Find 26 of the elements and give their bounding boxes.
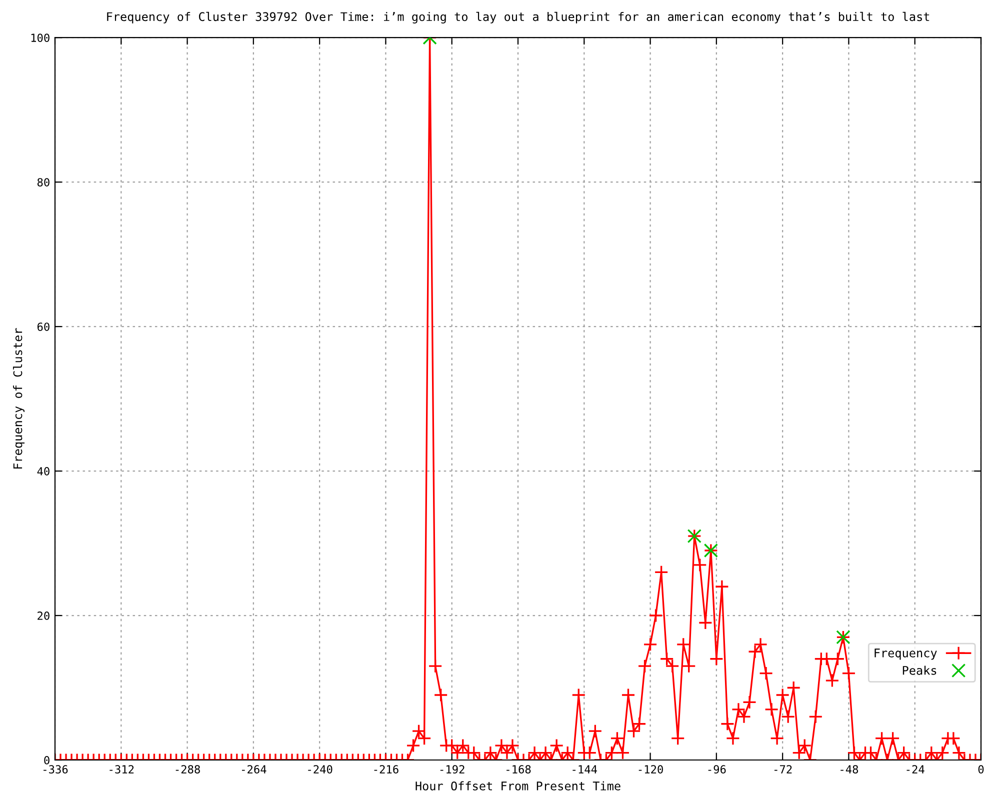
x-tick-label: -264 — [242, 765, 266, 774]
x-tick-label: -168 — [506, 765, 531, 774]
y-tick-label: 100 — [31, 34, 50, 42]
x-tick-label: -24 — [906, 765, 924, 774]
x-tick-label: -192 — [440, 765, 464, 774]
x-axis-title: Hour Offset From Present Time — [416, 781, 620, 790]
y-tick-label: 60 — [37, 322, 50, 331]
x-tick-label: -216 — [374, 765, 398, 774]
y-axis-title: Frequency of Cluster — [13, 328, 25, 469]
x-tick-label: 0 — [978, 765, 984, 774]
x-tick-label: -96 — [708, 765, 726, 774]
y-tick-label: 40 — [37, 467, 50, 476]
x-tick-label: -312 — [110, 765, 134, 774]
x-tick-label: -144 — [572, 765, 597, 774]
y-tick-label: 80 — [37, 178, 50, 186]
y-tick-label: 20 — [38, 612, 50, 620]
x-tick-label: -120 — [638, 765, 663, 774]
x-tick-label: -48 — [840, 765, 858, 774]
chart-title: Frequency of Cluster 339792 Over Time: i’m going to lay out a blueprint for an american economy that’s built to last — [107, 12, 930, 24]
x-tick-label: -336 — [44, 765, 68, 774]
x-tick-label: -240 — [308, 765, 332, 774]
legend-label: Frequency — [874, 648, 937, 660]
legend-label: Peaks — [902, 666, 936, 675]
y-tick-label: 0 — [44, 756, 50, 764]
x-tick-label: -288 — [176, 765, 200, 774]
x-tick-label: -72 — [774, 765, 792, 774]
